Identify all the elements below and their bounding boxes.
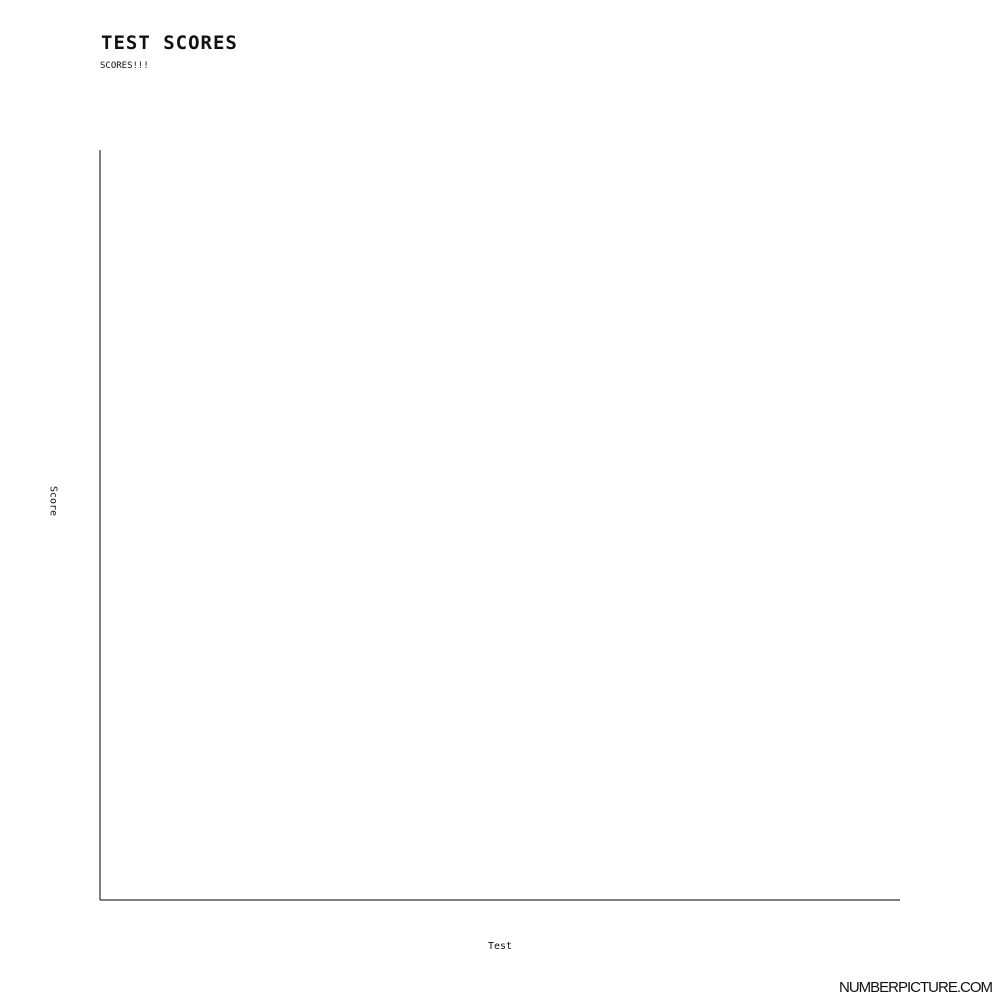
y-axis-label: Score [47, 485, 59, 517]
chart-title: TEST SCORES [101, 32, 238, 54]
chart-subtitle: SCORES!!! [100, 61, 149, 71]
x-axis-label: Test [487, 941, 513, 952]
watermark-logo: NUMBERPICTURE.COM [838, 979, 993, 996]
plot-area [99, 150, 900, 901]
